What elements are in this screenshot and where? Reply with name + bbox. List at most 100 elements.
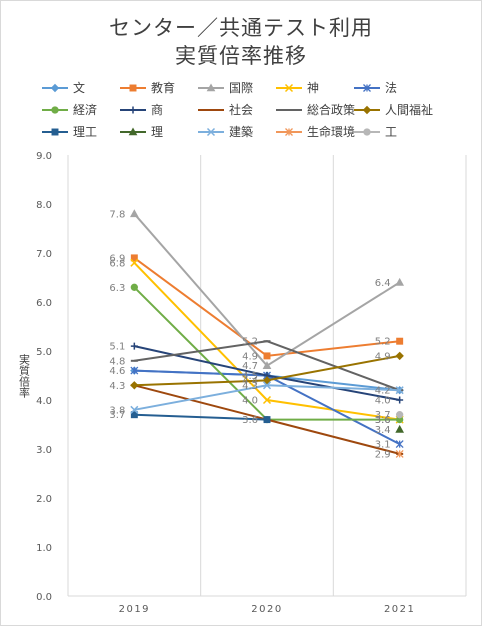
y-tick-label: 8.0	[36, 200, 52, 211]
series-line	[134, 384, 400, 411]
series-point	[130, 405, 139, 414]
legend-marker	[50, 83, 60, 93]
series-point	[130, 342, 138, 350]
y-tick-label: 4.0	[36, 396, 52, 407]
series-point	[395, 277, 405, 286]
x-tick-label: 2020	[251, 604, 282, 615]
legend-marker	[362, 105, 372, 115]
series-point	[130, 381, 139, 390]
legend-label: 工	[385, 125, 397, 139]
series-point	[396, 411, 404, 419]
series-理工	[130, 411, 271, 424]
legend-label: 生命環境	[307, 124, 355, 139]
legend-marker	[363, 128, 371, 136]
legend-marker	[129, 84, 137, 92]
series-point	[262, 376, 272, 385]
data-label: 6.9	[109, 253, 125, 264]
legend-label: 建築	[229, 124, 253, 139]
data-label: 5.2	[242, 337, 258, 348]
series-point	[263, 352, 271, 360]
legend-label: 教育	[151, 80, 175, 95]
y-tick-label: 5.0	[36, 347, 52, 358]
series-人間福祉	[130, 351, 404, 390]
y-tick-label: 0.0	[36, 592, 52, 603]
series-point	[395, 386, 404, 395]
legend-marker	[51, 106, 59, 114]
series-建築	[130, 381, 404, 414]
axes: 0.0 1.0 2.0 3.0 4.0 5.0 6.0 7.0 8.0 9.0 2019 2020 20…	[18, 151, 466, 615]
legend-marker	[284, 83, 294, 93]
series-point	[395, 424, 405, 433]
chart-title: センター／共通テスト利用	[109, 16, 373, 40]
x-tick-label: 2019	[119, 604, 150, 615]
legend-marker	[128, 127, 138, 136]
y-tick-label: 6.0	[36, 298, 52, 309]
legend-marker	[206, 83, 216, 92]
data-label: 3.7	[375, 410, 391, 421]
legend-label: 法	[385, 81, 397, 95]
legend-marker	[285, 128, 293, 136]
legend-item: 神	[276, 81, 319, 95]
series-国際	[129, 209, 405, 369]
data-label: 4.0	[242, 396, 258, 407]
data-label: 3.8	[109, 405, 125, 416]
data-label: 4.4	[242, 376, 258, 387]
legend-item: 総合政策	[276, 102, 355, 117]
series-point	[130, 283, 138, 291]
data-label: 4.6	[109, 366, 125, 377]
legend-item: 教育	[120, 80, 175, 95]
series-point	[263, 416, 271, 424]
data-label: 4.9	[375, 351, 391, 362]
data-label: 3.4	[375, 425, 391, 436]
y-tick-label: 7.0	[36, 249, 52, 260]
legend-label: 商	[151, 102, 163, 117]
series-line	[133, 213, 401, 368]
series-point	[130, 258, 139, 267]
legend-item: 経済	[42, 102, 97, 117]
series-point	[130, 254, 138, 262]
series-point	[262, 395, 272, 405]
series-point	[395, 351, 404, 361]
series-工	[396, 411, 404, 419]
data-label: 3.1	[375, 440, 391, 451]
series-point	[396, 396, 404, 404]
legend-label: 人間福祉	[385, 102, 433, 117]
legend-item: 建築	[198, 124, 253, 139]
plot-grid	[67, 155, 467, 596]
legend-label: 神	[307, 81, 319, 95]
data-label: 3.6	[242, 415, 258, 426]
data-label: 3.7	[109, 410, 125, 421]
data-label: 4.3	[242, 381, 258, 392]
series-point	[129, 209, 139, 218]
legend-item: 商	[120, 102, 163, 117]
data-label: 6.4	[375, 278, 391, 289]
series-商	[130, 342, 404, 404]
data-label: 4.7	[242, 361, 258, 372]
x-tick-label: 2021	[384, 604, 415, 615]
legend-item: 社会	[198, 102, 253, 117]
chart-subtitle: 実質倍率推移	[175, 44, 307, 68]
data-label: 3.6	[375, 415, 391, 426]
data-label: 6.8	[109, 258, 125, 269]
data-label: 5.2	[375, 337, 391, 348]
legend-marker	[363, 84, 371, 92]
legend-item: 文	[42, 80, 85, 95]
data-labels: 4.6 4.5 4.2 6.9 4.9 5.2 7.8 4.7 6.4 6.8 4.0 3.6 3.1 6…	[109, 209, 390, 460]
y-tick-label: 2.0	[36, 494, 52, 505]
series-理	[395, 424, 405, 433]
data-label: 5.1	[109, 342, 125, 353]
y-tick-label: 1.0	[36, 543, 52, 554]
series-point	[130, 366, 139, 375]
legend-label: 総合政策	[307, 102, 355, 117]
legend-label: 文	[73, 80, 85, 95]
legend-marker	[206, 127, 216, 137]
legend-label: 理工	[73, 125, 97, 139]
series-point	[262, 381, 272, 390]
legend-item: 理工	[42, 125, 97, 139]
legend-item: 生命環境	[276, 124, 355, 139]
series-layer	[129, 209, 405, 458]
series-line	[134, 413, 268, 421]
data-label: 2.9	[375, 449, 391, 460]
